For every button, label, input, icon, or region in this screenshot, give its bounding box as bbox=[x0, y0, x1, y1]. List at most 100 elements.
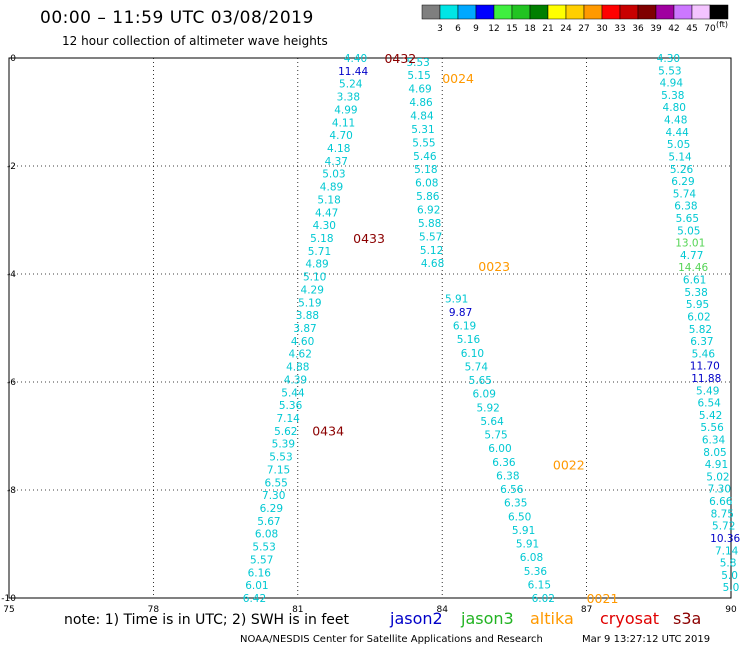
wave-height-value: 4.70 bbox=[329, 130, 352, 142]
wave-height-value: 5.05 bbox=[677, 225, 700, 237]
wave-height-value: 5.64 bbox=[480, 416, 504, 428]
pass-time-label: 0022 bbox=[553, 458, 585, 473]
wave-height-value: 6.37 bbox=[690, 336, 713, 348]
wave-height-value: 5.18 bbox=[414, 164, 437, 176]
wave-height-value: 6.29 bbox=[671, 176, 694, 188]
wave-height-value: 4.89 bbox=[320, 182, 343, 194]
x-tick-label: 78 bbox=[148, 605, 160, 615]
legend-tick-label: 70 bbox=[704, 24, 716, 34]
plot-frame bbox=[8, 57, 732, 599]
wave-height-value: 6.08 bbox=[415, 178, 438, 190]
legend-tick-label: 39 bbox=[650, 24, 662, 34]
wave-height-value: 4.62 bbox=[289, 349, 312, 361]
wave-height-value: 4.94 bbox=[660, 78, 684, 90]
legend-unit: (ft) bbox=[716, 20, 729, 29]
wave-height-value: 5.88 bbox=[418, 218, 441, 230]
y-tick-label: -10 bbox=[1, 594, 16, 604]
mission-jason2: jason2 bbox=[390, 609, 443, 628]
wave-height-value: 3.38 bbox=[337, 92, 360, 104]
wave-height-value: 4.39 bbox=[284, 374, 307, 386]
wave-height-value: 8.05 bbox=[703, 447, 726, 459]
wave-height-value: 4.29 bbox=[301, 284, 324, 296]
legend-tick-label: 18 bbox=[524, 24, 536, 34]
wave-height-value: 4.11 bbox=[332, 117, 355, 129]
map-title: 00:00 – 11:59 UTC 03/08/2019 bbox=[40, 8, 314, 28]
color-legend: 3 6 9 12 15 18 21 24 27 30 33 36 39 42 45 70 bbox=[421, 4, 729, 34]
wave-height-value: 6.66 bbox=[709, 496, 733, 508]
wave-height-value: 5.67 bbox=[257, 516, 280, 528]
wave-height-value: 6.10 bbox=[461, 348, 484, 360]
wave-height-value: 5.92 bbox=[476, 402, 499, 414]
wave-height-value: 5.03 bbox=[322, 169, 345, 181]
legend-tick-label: 33 bbox=[614, 24, 625, 34]
wave-height-value: 6.02 bbox=[687, 311, 710, 323]
wave-height-value: 5.75 bbox=[484, 430, 507, 442]
pass-time-label: 0023 bbox=[478, 259, 510, 274]
pass-time-label: 0432 bbox=[384, 51, 416, 66]
wave-height-value: 5.53 bbox=[252, 542, 275, 554]
wave-height-value: 6.61 bbox=[683, 275, 706, 287]
wave-height-value: 5.71 bbox=[308, 246, 331, 258]
wave-height-value: 5.05 bbox=[667, 139, 690, 151]
legend-tick-label: 3 bbox=[437, 24, 443, 34]
legend-tick-label: 9 bbox=[473, 24, 479, 34]
wave-height-value: 6.42 bbox=[243, 593, 266, 605]
legend-tick-label: 6 bbox=[455, 24, 461, 34]
wave-height-value: 4.84 bbox=[410, 110, 434, 122]
wave-height-value: 5.53 bbox=[406, 57, 429, 69]
wave-height-value: 6.09 bbox=[473, 389, 496, 401]
legend-tick-label: 24 bbox=[560, 24, 572, 34]
wave-height-value: 5.44 bbox=[281, 387, 305, 399]
credit-line: NOAA/NESDIS Center for Satellite Applica… bbox=[240, 634, 543, 645]
wave-height-value: 7.15 bbox=[267, 464, 290, 476]
mission-altika: altika bbox=[530, 609, 574, 628]
wave-height-value: 4.30 bbox=[313, 220, 336, 232]
wave-height-value: 5.82 bbox=[689, 324, 712, 336]
mission-jason3: jason3 bbox=[461, 609, 514, 628]
wave-height-value: 5.65 bbox=[469, 375, 492, 387]
wave-height-value: 4.91 bbox=[705, 459, 728, 471]
wave-height-value: 6.55 bbox=[264, 477, 287, 489]
wave-height-value: 5.15 bbox=[407, 70, 430, 82]
wave-height-value: 4.37 bbox=[325, 156, 348, 168]
wave-height-value: 5.91 bbox=[445, 293, 468, 305]
wave-height-value: 5.8 bbox=[720, 558, 737, 570]
wave-height-value: 5.46 bbox=[692, 348, 716, 360]
mission-cryosat: cryosat bbox=[600, 609, 660, 628]
mission-s3a: s3a bbox=[673, 609, 702, 628]
wave-height-value: 7.30 bbox=[262, 490, 285, 502]
legend-tick-label: 45 bbox=[686, 24, 697, 34]
wave-height-value: 5.74 bbox=[465, 361, 489, 373]
wave-height-value: 6.08 bbox=[520, 552, 543, 564]
wave-height-value: 5.72 bbox=[712, 521, 735, 533]
wave-height-value: 5.65 bbox=[676, 213, 699, 225]
wave-height-value: 13.01 bbox=[675, 238, 705, 250]
y-tick-label: -6 bbox=[7, 378, 16, 388]
footnote: note: 1) Time is in UTC; 2) SWH is in fe… bbox=[64, 612, 350, 628]
wave-height-value: 4.30 bbox=[657, 53, 680, 65]
wave-height-value: 14.46 bbox=[678, 262, 708, 274]
wave-height-value: 6.34 bbox=[702, 435, 726, 447]
x-tick-label: 87 bbox=[581, 605, 592, 615]
y-tick-label: -4 bbox=[7, 270, 16, 280]
wave-height-value: 4.18 bbox=[327, 143, 350, 155]
wave-height-value: 5.39 bbox=[272, 439, 295, 451]
wave-height-value: 5.36 bbox=[279, 400, 303, 412]
wave-height-value: 6.36 bbox=[492, 457, 516, 469]
pass-time-label: 0433 bbox=[353, 231, 385, 246]
wave-height-value: 5.16 bbox=[457, 334, 481, 346]
wave-height-value: 5.31 bbox=[411, 124, 434, 136]
wave-height-value: 5.12 bbox=[420, 245, 443, 257]
x-tick-label: 75 bbox=[3, 605, 14, 615]
wave-height-value: 5.18 bbox=[310, 233, 333, 245]
legend-tick-label: 36 bbox=[632, 24, 644, 34]
wave-height-value: 5.57 bbox=[250, 554, 273, 566]
wave-height-value: 4.47 bbox=[315, 207, 338, 219]
wave-height-value: 4.69 bbox=[408, 84, 431, 96]
map-subtitle: 12 hour collection of altimeter wave hei… bbox=[62, 34, 328, 48]
wave-height-value: 5.55 bbox=[412, 137, 435, 149]
wave-height-value: 7.14 bbox=[276, 413, 300, 425]
wave-height-value: 5.49 bbox=[696, 385, 719, 397]
wave-height-value: 11.70 bbox=[690, 361, 720, 373]
